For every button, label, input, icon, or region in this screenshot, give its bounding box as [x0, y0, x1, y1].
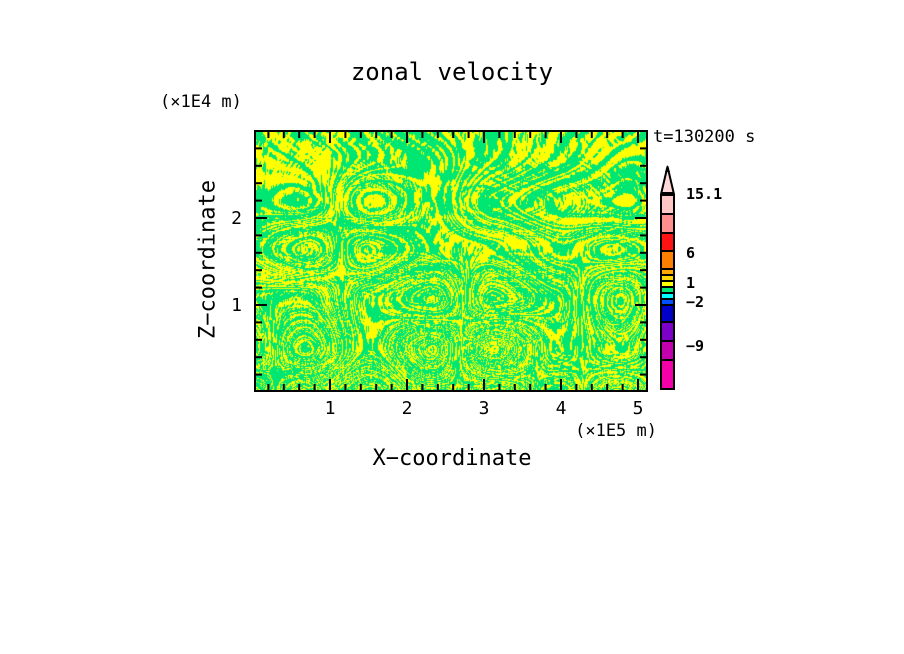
- x-tick-label: 3: [478, 398, 490, 419]
- x-tick-label: 2: [401, 398, 413, 419]
- colorbar-band: [662, 252, 673, 270]
- colorbar-tick-label: 6: [686, 244, 696, 262]
- colorbar-band: [662, 234, 673, 252]
- colorbar-arrow-icon: [660, 165, 675, 194]
- colorbar-band: [662, 288, 673, 294]
- colorbar-band: [662, 196, 673, 215]
- plot-border: [254, 130, 648, 392]
- colorbar-band: [662, 323, 673, 342]
- colorbar-band: [662, 282, 673, 288]
- x-tick-label: 4: [555, 398, 567, 419]
- z-axis-title: Z−coordinate: [195, 180, 221, 339]
- x-tick-label: 1: [324, 398, 336, 419]
- page-title: zonal velocity: [350, 58, 554, 86]
- z-tick-label: 2: [231, 208, 242, 229]
- colorbar-band: [662, 276, 673, 282]
- colorbar-tick-label: −2: [686, 293, 705, 311]
- colorbar-band: [662, 294, 673, 300]
- colorbar-band: [662, 215, 673, 234]
- colorbar-tick-label: −9: [686, 337, 705, 355]
- time-label: t=130200 s: [653, 127, 756, 147]
- heatmap-canvas: [256, 132, 646, 390]
- colorbar-tick-label: 15.1: [686, 185, 723, 203]
- colorbar-band: [662, 300, 673, 306]
- colorbar-band: [662, 306, 673, 323]
- colorbar-band: [662, 342, 673, 361]
- x-axis-title: X−coordinate: [372, 446, 532, 471]
- plot-area: [254, 130, 648, 392]
- x-tick-label: 5: [632, 398, 644, 419]
- colorbar: [660, 194, 675, 390]
- colorbar-band: [662, 361, 673, 388]
- z-tick-label: 1: [231, 295, 242, 316]
- colorbar-band: [662, 270, 673, 276]
- colorbar-tick-label: 1: [686, 274, 696, 292]
- z-axis-unit-label: (×1E4 m): [160, 92, 242, 112]
- x-axis-unit-label: (×1E5 m): [575, 421, 657, 441]
- plot-frame: [254, 130, 648, 392]
